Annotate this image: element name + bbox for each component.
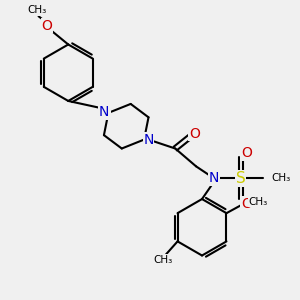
Text: N: N (100, 104, 111, 118)
Text: N: N (143, 133, 154, 147)
Text: S: S (236, 171, 245, 186)
Text: CH₃: CH₃ (249, 197, 268, 207)
Text: N: N (99, 105, 109, 119)
Text: N: N (209, 171, 219, 185)
Text: O: O (189, 127, 200, 141)
Text: O: O (241, 196, 252, 211)
Text: O: O (241, 146, 252, 160)
Text: CH₃: CH₃ (153, 255, 172, 265)
Text: O: O (41, 19, 52, 33)
Text: CH₃: CH₃ (272, 173, 291, 183)
Text: CH₃: CH₃ (27, 5, 47, 15)
